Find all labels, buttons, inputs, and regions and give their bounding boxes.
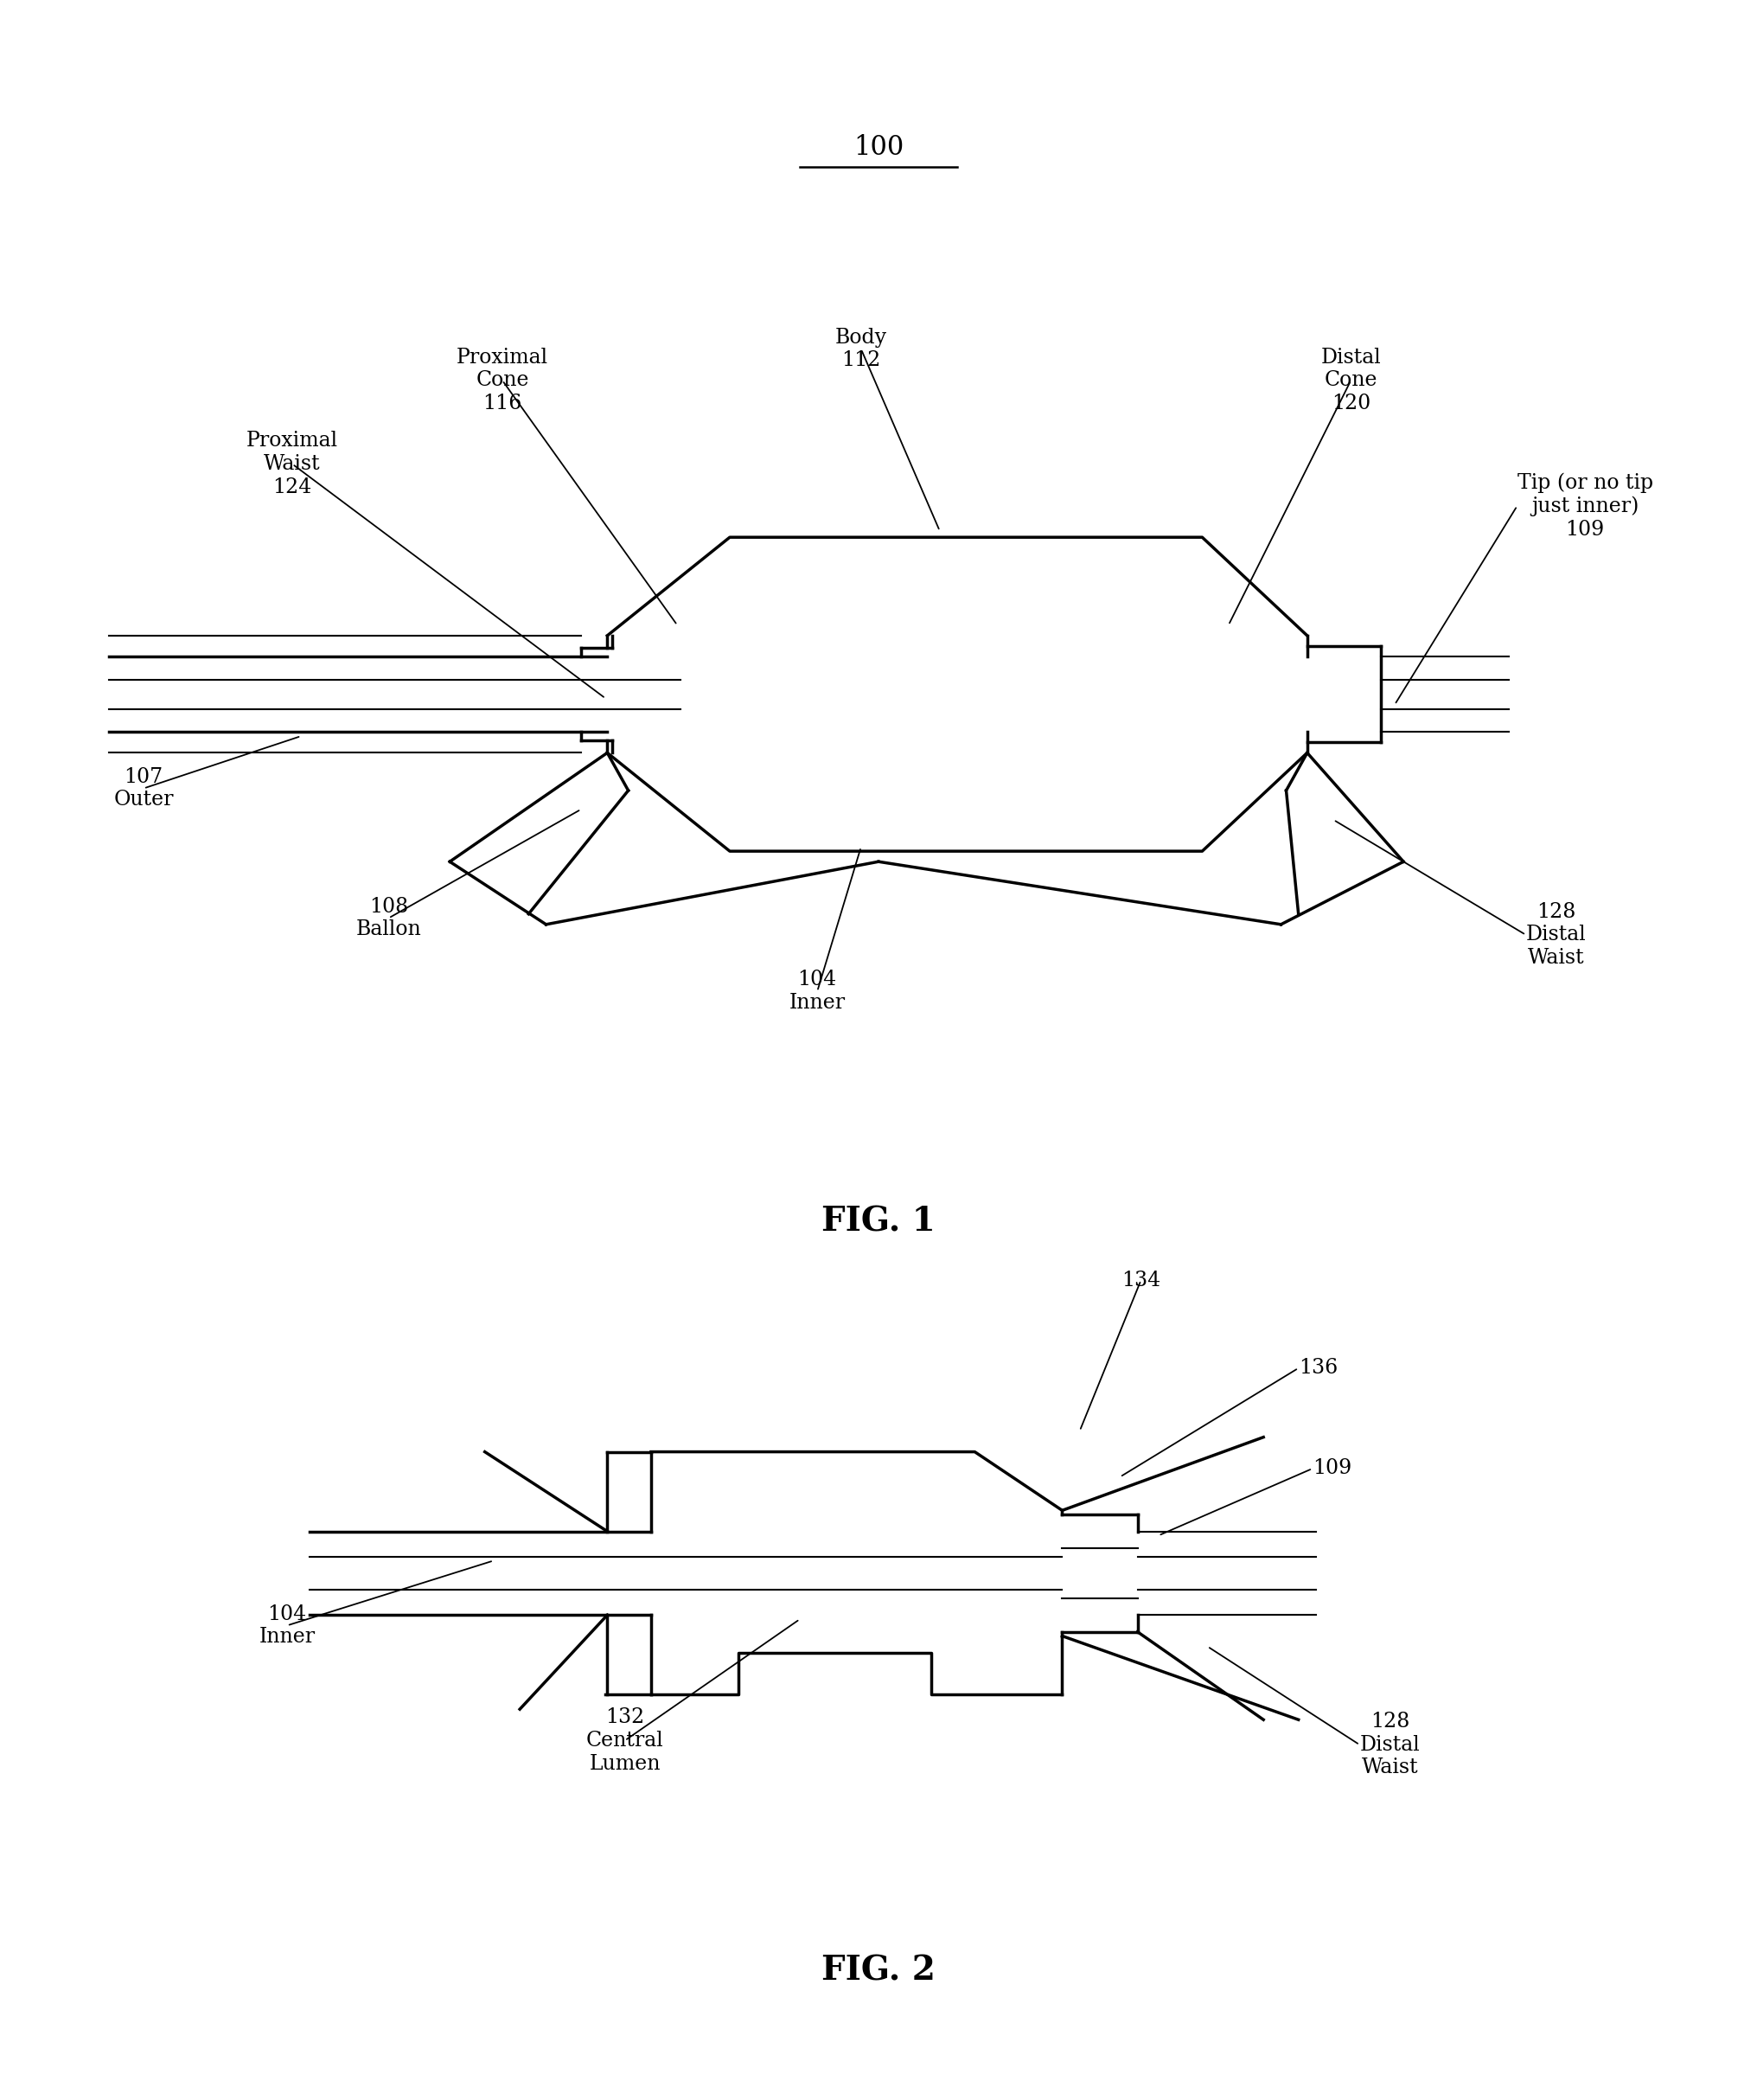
Text: 108
Ballon: 108 Ballon <box>357 897 422 939</box>
Text: FIG. 2: FIG. 2 <box>822 1955 935 1987</box>
Text: 128
Distal
Waist: 128 Distal Waist <box>1360 1712 1420 1779</box>
Text: 107
Outer: 107 Outer <box>114 766 174 811</box>
Text: 128
Distal
Waist: 128 Distal Waist <box>1525 901 1587 968</box>
Text: 100: 100 <box>854 134 903 160</box>
Text: 134: 134 <box>1121 1270 1161 1289</box>
Text: FIG. 1: FIG. 1 <box>822 1205 935 1239</box>
Text: Tip (or no tip
just inner)
109: Tip (or no tip just inner) 109 <box>1518 473 1653 540</box>
Text: 132
Central
Lumen: 132 Central Lumen <box>587 1707 664 1774</box>
Text: Distal
Cone
120: Distal Cone 120 <box>1321 346 1381 414</box>
Text: 104
Inner: 104 Inner <box>258 1604 315 1646</box>
Text: Proximal
Waist
124: Proximal Waist 124 <box>246 430 337 498</box>
Text: Body
112: Body 112 <box>835 328 887 370</box>
Text: 136: 136 <box>1298 1359 1337 1378</box>
Text: 109: 109 <box>1312 1459 1351 1478</box>
Text: Proximal
Cone
116: Proximal Cone 116 <box>457 346 548 414</box>
Text: 104
Inner: 104 Inner <box>789 970 845 1012</box>
